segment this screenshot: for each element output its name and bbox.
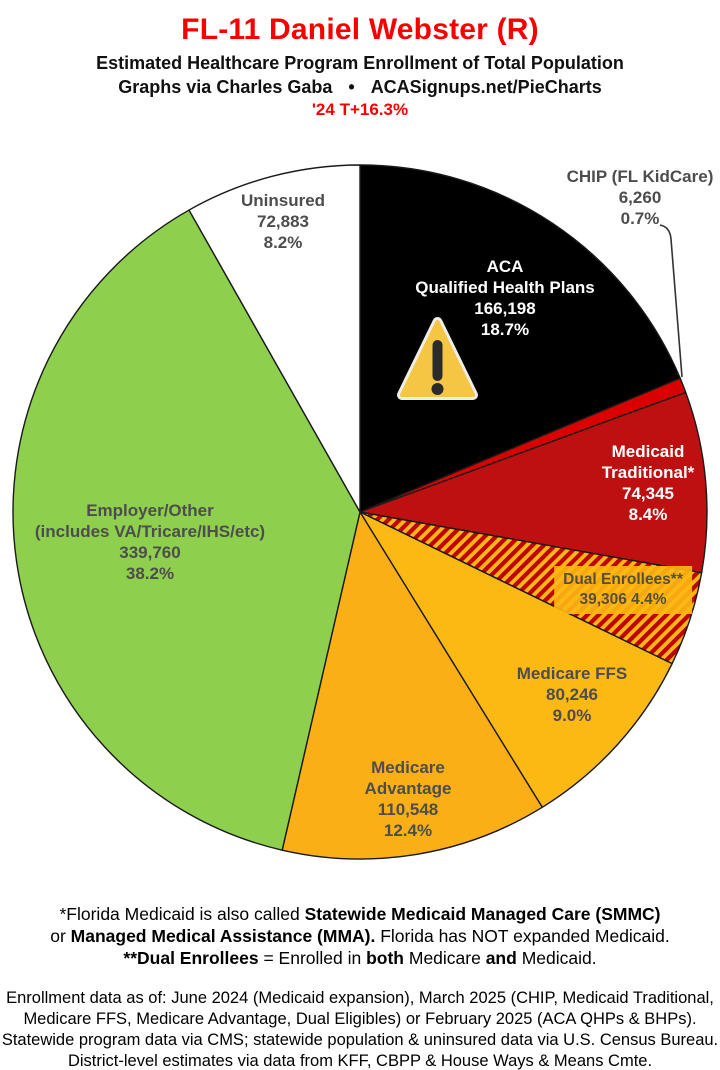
- pie-slice-2: [359, 391, 708, 574]
- page-title: FL-11 Daniel Webster (R): [181, 13, 539, 46]
- aca-name-line1: ACA: [486, 257, 524, 276]
- pie-slices: [12, 164, 708, 860]
- source-note-line: Enrollment data as of: June 2024 (Medica…: [6, 989, 714, 1007]
- footnote-text: *Florida Medicaid is also called: [59, 904, 305, 924]
- page-subtitle: Estimated Healthcare Program Enrollment …: [96, 53, 624, 73]
- pie-label-aca: ACA Qualified Health Plans 166,198 18.7%: [415, 256, 595, 340]
- advantage-value: 110,548: [377, 800, 439, 819]
- aca-pct: 18.7%: [480, 320, 530, 339]
- source-note-line: District-level estimates via data from K…: [67, 1052, 653, 1070]
- footnote-text: = Enrolled in: [258, 948, 367, 968]
- warning-icon: [397, 317, 478, 400]
- advantage-name-line1: Medicare: [371, 758, 445, 777]
- footnote-text: or: [50, 926, 71, 946]
- employer-pct: 38.2%: [125, 564, 175, 583]
- source-note-line: Medicare FFS, Medicare Advantage, Dual E…: [23, 1010, 697, 1028]
- footnote-medicaid: *Florida Medicaid is also called Statewi…: [0, 903, 720, 969]
- source-note: Enrollment data as of: June 2024 (Medica…: [0, 988, 720, 1070]
- uninsured-name: Uninsured: [240, 191, 326, 210]
- uninsured-value: 72,883: [257, 212, 309, 231]
- source-note-line: Statewide program data via CMS; statewid…: [1, 1031, 719, 1049]
- pie-label-medicare-ffs: Medicare FFS 80,246 9.0%: [517, 663, 628, 726]
- footnote-text: Medicare: [404, 948, 486, 968]
- footnote-bold: Statewide Medicaid Managed Care (SMMC): [304, 904, 661, 924]
- aca-value: 166,198: [474, 299, 536, 318]
- pie-slice-7: [188, 164, 361, 513]
- footnote-bold: and: [485, 948, 517, 968]
- employer-name-line2: (includes VA/Tricare/IHS/etc): [34, 522, 266, 541]
- advantage-pct: 12.4%: [383, 821, 433, 840]
- medicaid-name-line2: Traditional*: [601, 463, 695, 482]
- ffs-pct: 9.0%: [552, 706, 592, 725]
- employer-name-line1: Employer/Other: [86, 501, 214, 520]
- pie-slice-4: [359, 511, 673, 808]
- employer-value: 339,760: [119, 543, 181, 562]
- advantage-name-line2: Advantage: [364, 779, 452, 798]
- trend-note: '24 T+16.3%: [311, 100, 409, 119]
- pie-label-medicare-advantage: Medicare Advantage 110,548 12.4%: [365, 757, 452, 841]
- footnote-bold: Managed Medical Assistance (MMA).: [70, 926, 376, 946]
- aca-name-line2: Qualified Health Plans: [415, 278, 595, 297]
- byline: Graphs via Charles Gaba • ACASignups.net…: [0, 77, 720, 98]
- footnote-bold: both: [366, 948, 404, 968]
- pie-slice-6: [12, 209, 361, 851]
- dual-name: Dual Enrollees**: [563, 571, 683, 588]
- uninsured-pct: 8.2%: [263, 233, 303, 252]
- pie-label-uninsured: Uninsured 72,883 8.2%: [241, 190, 325, 253]
- footnote-line-2: or Managed Medical Assistance (MMA). Flo…: [0, 925, 720, 947]
- footnote-line-1: *Florida Medicaid is also called Statewi…: [0, 903, 720, 925]
- chip-value: 6,260: [618, 188, 662, 207]
- chip-callout-line: [659, 224, 683, 378]
- footnote-text: Medicaid.: [516, 948, 597, 968]
- footnote-text: Florida has NOT expanded Medicaid.: [375, 926, 670, 946]
- pie-label-dual-enrollees: Dual Enrollees** 39,306 4.4%: [554, 566, 692, 614]
- medicaid-value: 74,345: [621, 484, 674, 503]
- byline-bullet-icon: •: [348, 77, 355, 97]
- footnote-line-3: **Dual Enrollees = Enrolled in both Medi…: [0, 947, 720, 969]
- pie-slice-0: [359, 164, 681, 513]
- medicaid-name-line1: Medicaid: [611, 442, 685, 461]
- pie-label-medicaid-traditional: Medicaid Traditional* 74,345 8.4%: [602, 441, 695, 525]
- chip-pct: 0.7%: [620, 209, 660, 228]
- byline-author: Graphs via Charles Gaba: [118, 77, 333, 97]
- dual-value-pct: 39,306 4.4%: [579, 591, 667, 608]
- pie-label-chip: CHIP (FL KidCare) 6,260 0.7%: [567, 166, 714, 229]
- medicaid-pct: 8.4%: [628, 505, 668, 524]
- chip-name: CHIP (FL KidCare): [566, 167, 714, 186]
- footnote-bold: **Dual Enrollees: [123, 948, 259, 968]
- ffs-name: Medicare FFS: [516, 664, 628, 683]
- pie-label-employer-other: Employer/Other (includes VA/Tricare/IHS/…: [35, 500, 265, 584]
- warning-exclamation-dot: [431, 383, 444, 395]
- byline-site: ACASignups.net/PieCharts: [370, 77, 602, 97]
- ffs-value: 80,246: [545, 685, 598, 704]
- pie-slice-5: [281, 511, 543, 860]
